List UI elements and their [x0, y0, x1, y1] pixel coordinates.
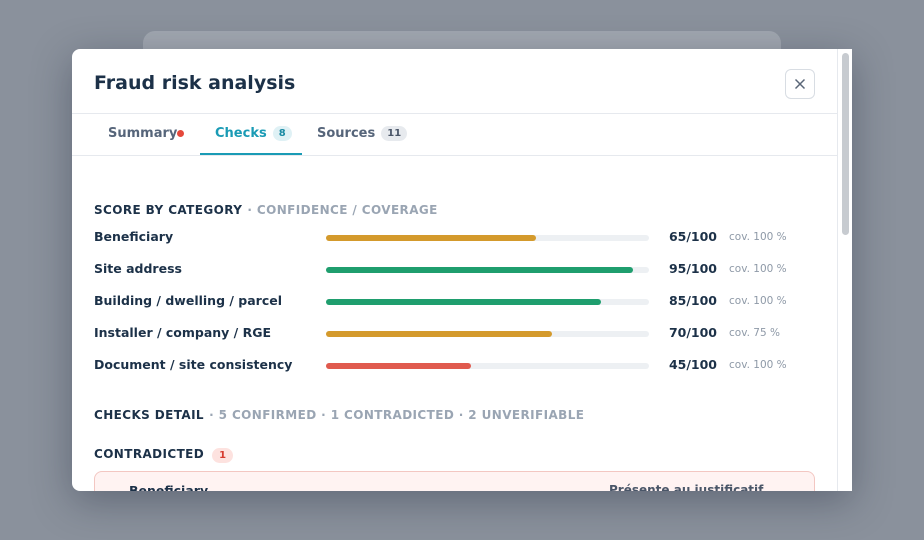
- coverage-label: cov. 100 %: [729, 295, 787, 307]
- heading: CONTRADICTED: [94, 447, 205, 461]
- score-label: 45/100: [668, 357, 717, 372]
- tab-count: 8: [272, 126, 292, 141]
- score-track: [326, 267, 649, 273]
- section-heading: SCORE BY CATEGORY · CONFIDENCE / COVERAG…: [94, 199, 438, 218]
- close-button[interactable]: [785, 69, 815, 99]
- tab[interactable]: Checks 8: [215, 126, 292, 141]
- tab[interactable]: Summary: [108, 126, 177, 141]
- score-bar: [326, 267, 633, 273]
- check-category: Beneficiary: [129, 483, 209, 491]
- section-heading: CHECKS DETAIL · 5 CONFIRMED · 1 CONTRADI…: [94, 404, 584, 423]
- coverage-label: cov. 100 %: [729, 231, 787, 243]
- tab-label: Summary: [108, 126, 178, 141]
- active-tab-indicator: [200, 153, 302, 155]
- tab-label: Checks: [215, 126, 267, 141]
- category-label: Beneficiary: [94, 229, 174, 244]
- subheading: · 5 CONFIRMED · 1 CONTRADICTED · 2 UNVER…: [209, 408, 585, 422]
- tab-count: 11: [381, 126, 408, 141]
- score-track: [326, 331, 649, 337]
- scrollbar[interactable]: [837, 49, 852, 491]
- tab[interactable]: Sources 11: [317, 126, 408, 141]
- coverage-label: cov. 75 %: [729, 327, 780, 339]
- score-track: [326, 363, 649, 369]
- subheading: · CONFIDENCE / COVERAGE: [247, 203, 438, 217]
- score-bar: [326, 331, 553, 337]
- score-track: [326, 235, 649, 241]
- score-bar: [326, 363, 472, 369]
- divider: [72, 155, 838, 156]
- heading: SCORE BY CATEGORY: [94, 203, 243, 217]
- heading: CHECKS DETAIL: [94, 408, 204, 422]
- scroll-thumb[interactable]: [842, 53, 849, 235]
- score-bar: [326, 235, 536, 241]
- score-label: 70/100: [668, 325, 717, 340]
- alert-dot: [177, 130, 184, 137]
- coverage-label: cov. 100 %: [729, 263, 787, 275]
- close-icon: [794, 78, 806, 90]
- modal: Fraud risk analysis Summary Checks 8 Sour…: [72, 49, 852, 491]
- tab-label: Sources: [317, 126, 376, 141]
- modal-title: Fraud risk analysis: [94, 72, 296, 94]
- category-label: Installer / company / RGE: [94, 325, 272, 340]
- score-label: 65/100: [668, 229, 717, 244]
- section-heading: CONTRADICTED 1: [94, 443, 234, 463]
- check-card[interactable]: Beneficiary Présente au justificatif: [94, 471, 815, 491]
- category-label: Site address: [94, 261, 182, 276]
- category-label: Document / site consistency: [94, 357, 293, 372]
- category-label: Building / dwelling / parcel: [94, 293, 283, 308]
- score-track: [326, 299, 649, 305]
- count-badge: 1: [212, 448, 234, 463]
- divider: [72, 113, 838, 114]
- check-status: Présente au justificatif: [609, 483, 764, 491]
- coverage-label: cov. 100 %: [729, 359, 787, 371]
- score-label: 85/100: [668, 293, 717, 308]
- score-bar: [326, 299, 601, 305]
- score-label: 95/100: [668, 261, 717, 276]
